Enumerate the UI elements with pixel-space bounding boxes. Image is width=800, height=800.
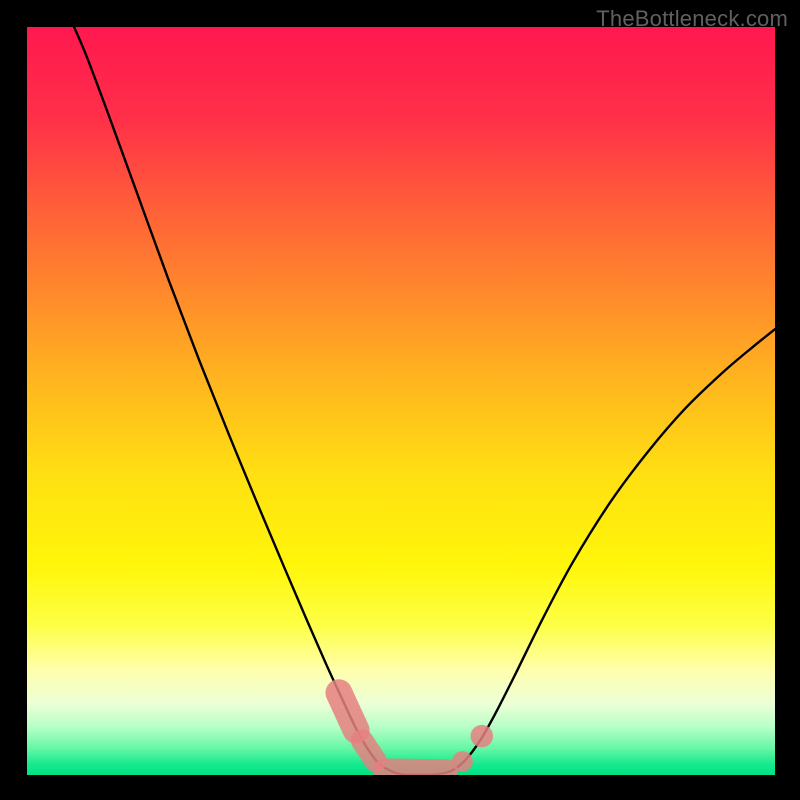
highlight-segment bbox=[339, 693, 356, 730]
bottleneck-chart bbox=[0, 0, 800, 800]
watermark-text: TheBottleneck.com bbox=[596, 6, 788, 32]
highlight-segment bbox=[362, 741, 375, 761]
plot-background bbox=[27, 27, 775, 775]
highlight-segment bbox=[385, 771, 446, 772]
highlight-dot bbox=[471, 725, 493, 747]
chart-container: TheBottleneck.com bbox=[0, 0, 800, 800]
highlight-dot bbox=[452, 751, 473, 772]
